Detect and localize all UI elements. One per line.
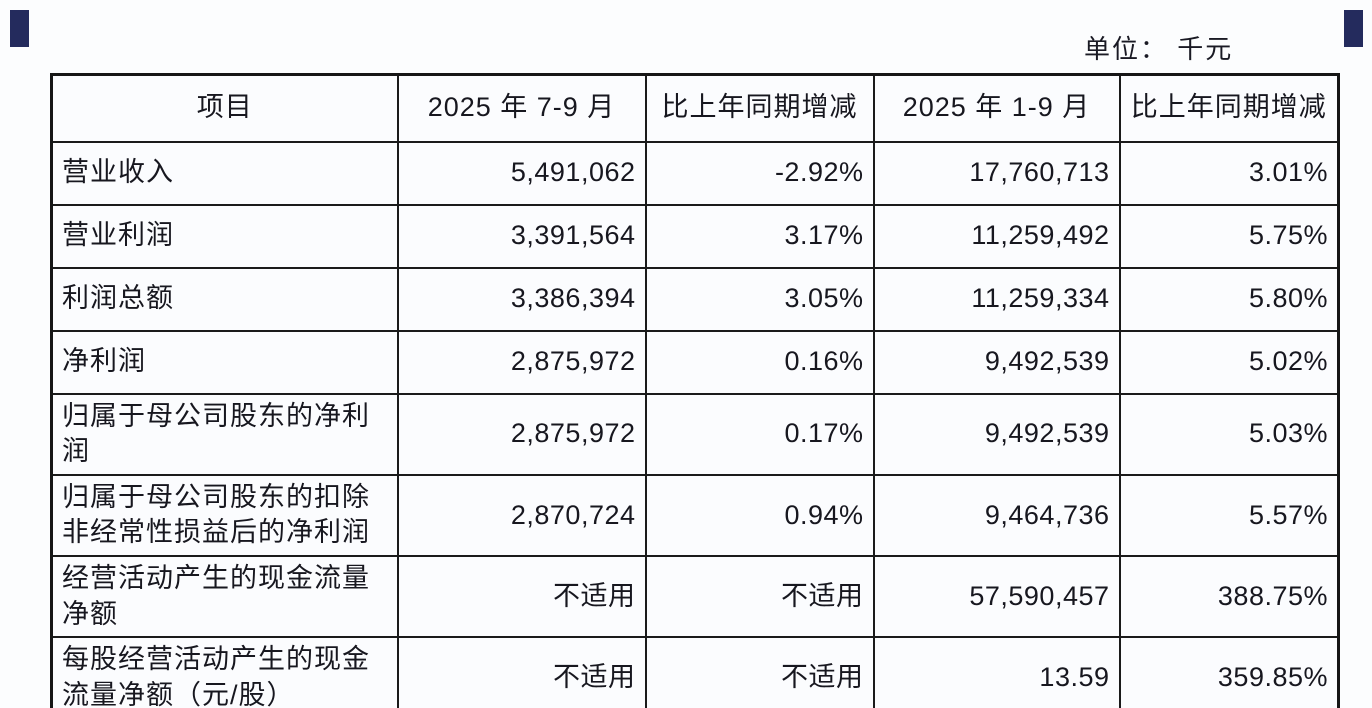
table-row: 利润总额 3,386,394 3.05% 11,259,334 5.80% <box>50 266 1340 332</box>
row-value-cell: 5.03% <box>1118 392 1340 476</box>
row-value-cell: 3.05% <box>644 266 875 332</box>
unit-label: 单位： 千元 <box>1084 34 1234 64</box>
row-value-cell: 3.01% <box>1118 140 1340 206</box>
row-value-cell: 9,492,539 <box>872 392 1121 476</box>
row-value-cell: 11,259,492 <box>872 203 1121 269</box>
row-value-cell: 5,491,062 <box>396 140 647 206</box>
row-value-cell: 不适用 <box>396 554 647 639</box>
row-value-cell: 5.80% <box>1118 266 1340 332</box>
table-row: 营业利润 3,391,564 3.17% 11,259,492 5.75% <box>50 203 1340 269</box>
column-header-q3-yoy: 比上年同期增减 <box>644 73 875 143</box>
row-value-cell: 13.59 <box>872 636 1121 708</box>
row-item-label: 净利润 <box>50 329 399 395</box>
row-value-cell: 5.02% <box>1118 329 1340 395</box>
table-header-row: 项目 2025 年 7-9 月 比上年同期增减 2025 年 1-9 月 比上年… <box>50 73 1340 143</box>
row-value-cell: 不适用 <box>644 554 875 639</box>
row-value-cell: 388.75% <box>1118 554 1340 639</box>
row-value-cell: 9,464,736 <box>872 473 1121 558</box>
row-item-label: 利润总额 <box>50 266 399 332</box>
row-item-label: 归属于母公司股东的扣除非经常性损益后的净利润 <box>50 473 399 558</box>
table-row: 营业收入 5,491,062 -2.92% 17,760,713 3.01% <box>50 140 1340 206</box>
row-value-cell: 3,391,564 <box>396 203 647 269</box>
column-header-ytd-2025: 2025 年 1-9 月 <box>872 73 1121 143</box>
row-value-cell: 5.57% <box>1118 473 1340 558</box>
row-value-cell: 3,386,394 <box>396 266 647 332</box>
row-item-label: 营业利润 <box>50 203 399 269</box>
row-value-cell: 2,875,972 <box>396 329 647 395</box>
row-value-cell: 2,870,724 <box>396 473 647 558</box>
row-item-label: 营业收入 <box>50 140 399 206</box>
column-header-item: 项目 <box>50 73 399 143</box>
row-value-cell: 9,492,539 <box>872 329 1121 395</box>
row-value-cell: 3.17% <box>644 203 875 269</box>
row-value-cell: 0.17% <box>644 392 875 476</box>
row-value-cell: 17,760,713 <box>872 140 1121 206</box>
row-value-cell: 359.85% <box>1118 636 1340 708</box>
column-header-ytd-yoy: 比上年同期增减 <box>1118 73 1340 143</box>
row-value-cell: -2.92% <box>644 140 875 206</box>
row-item-label: 经营活动产生的现金流量净额 <box>50 554 399 639</box>
row-value-cell: 2,875,972 <box>396 392 647 476</box>
column-header-q3-2025: 2025 年 7-9 月 <box>396 73 647 143</box>
left-edge-accent-bar <box>10 10 29 47</box>
table-row: 归属于母公司股东的扣除非经常性损益后的净利润 2,870,724 0.94% 9,46… <box>50 473 1340 558</box>
row-value-cell: 57,590,457 <box>872 554 1121 639</box>
table-row: 每股经营活动产生的现金流量净额（元/股） 不适用 不适用 13.59 359.85% <box>50 636 1340 708</box>
row-item-label: 归属于母公司股东的净利润 <box>50 392 399 476</box>
row-value-cell: 不适用 <box>396 636 647 708</box>
row-value-cell: 0.16% <box>644 329 875 395</box>
row-value-cell: 11,259,334 <box>872 266 1121 332</box>
row-value-cell: 不适用 <box>644 636 875 708</box>
table-row: 经营活动产生的现金流量净额 不适用 不适用 57,590,457 388.75% <box>50 554 1340 639</box>
row-value-cell: 5.75% <box>1118 203 1340 269</box>
row-item-label: 每股经营活动产生的现金流量净额（元/股） <box>50 636 399 708</box>
table-row: 净利润 2,875,972 0.16% 9,492,539 5.02% <box>50 329 1340 395</box>
table-row: 归属于母公司股东的净利润 2,875,972 0.17% 9,492,539 5.03% <box>50 392 1340 476</box>
financial-summary-table: 项目 2025 年 7-9 月 比上年同期增减 2025 年 1-9 月 比上年… <box>50 73 1340 708</box>
row-value-cell: 0.94% <box>644 473 875 558</box>
right-edge-accent-bar <box>1344 10 1363 47</box>
